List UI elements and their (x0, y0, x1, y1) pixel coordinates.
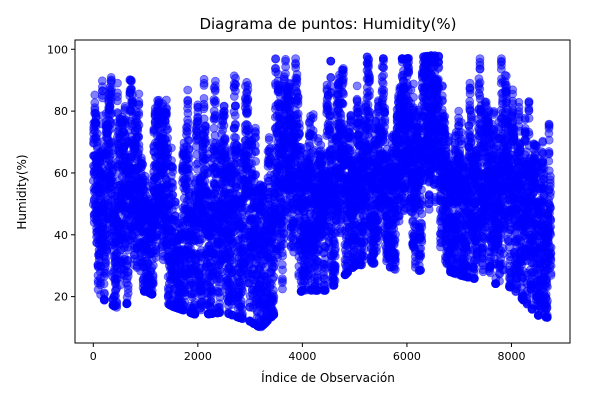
data-point (215, 306, 225, 316)
data-point (243, 104, 253, 114)
data-point (184, 136, 194, 145)
data-point (200, 176, 210, 186)
data-point (293, 109, 303, 119)
data-point (161, 95, 171, 105)
data-point (113, 78, 122, 88)
data-point (269, 292, 279, 302)
data-point (209, 123, 219, 133)
data-point (168, 167, 178, 177)
data-point (292, 69, 302, 79)
data-point (162, 108, 171, 118)
data-point (148, 261, 158, 270)
data-point (206, 296, 216, 306)
data-point (293, 92, 303, 102)
data-points (88, 51, 556, 332)
data-point (243, 85, 253, 95)
data-point (211, 96, 220, 106)
data-point (101, 266, 110, 276)
data-point (330, 251, 340, 261)
data-point (326, 56, 336, 66)
data-point (271, 54, 281, 64)
data-point (231, 101, 241, 111)
data-point (138, 159, 148, 169)
data-point (134, 132, 144, 142)
data-point (113, 92, 122, 102)
data-point (134, 108, 144, 117)
data-point (251, 170, 261, 179)
data-point (251, 133, 260, 143)
data-point (264, 133, 274, 142)
data-point (278, 276, 287, 286)
data-point (338, 74, 348, 84)
data-point (281, 62, 291, 72)
data-point (243, 94, 253, 104)
data-point (184, 145, 194, 155)
data-point (330, 261, 340, 271)
data-point (238, 287, 247, 296)
data-point (200, 121, 210, 131)
data-point (338, 99, 348, 109)
data-point (269, 307, 279, 317)
data-point (123, 288, 133, 298)
data-point (183, 118, 193, 128)
data-point (112, 300, 122, 310)
data-point (231, 120, 241, 130)
data-point (316, 140, 326, 150)
data-point (279, 233, 289, 243)
data-point (101, 254, 110, 264)
data-point (219, 111, 229, 121)
data-point (295, 129, 304, 139)
data-point (308, 110, 318, 119)
data-point (210, 76, 220, 86)
data-point (281, 54, 291, 64)
data-point (168, 182, 178, 192)
data-point (134, 144, 144, 154)
data-point (219, 121, 229, 130)
data-point (183, 99, 193, 109)
data-point (326, 73, 336, 83)
data-point (230, 111, 240, 120)
data-point (278, 284, 287, 294)
data-point (330, 244, 340, 254)
data-point (183, 108, 193, 118)
data-point (330, 276, 340, 286)
data-point (184, 170, 194, 180)
data-point (339, 89, 348, 99)
data-point (166, 143, 176, 153)
data-point (201, 137, 210, 147)
data-point (231, 133, 241, 143)
data-point (251, 156, 261, 166)
data-point (184, 159, 194, 169)
data-point (99, 279, 109, 289)
data-point (134, 89, 144, 99)
data-point (199, 78, 209, 88)
data-point (163, 133, 173, 143)
data-point (100, 289, 109, 299)
data-point (199, 94, 209, 103)
data-point (90, 90, 100, 100)
data-point (251, 147, 261, 157)
data-point (236, 296, 246, 306)
data-point (220, 133, 230, 143)
data-point (199, 102, 209, 112)
data-point (148, 278, 158, 288)
data-point (183, 85, 193, 95)
data-point (278, 251, 288, 261)
data-point (237, 309, 247, 319)
data-point (269, 272, 279, 282)
data-point (231, 73, 240, 83)
data-point (163, 125, 173, 134)
data-point (211, 114, 220, 123)
data-point (107, 84, 116, 94)
data-point (123, 267, 133, 277)
data-point (123, 280, 133, 290)
data-point (134, 120, 144, 130)
data-point (170, 197, 180, 207)
data-point (134, 97, 144, 107)
data-point (320, 280, 330, 290)
data-point (92, 129, 102, 139)
chart-title: Diagrama de puntos: Humidity(%) (199, 15, 456, 33)
data-point (278, 265, 288, 275)
